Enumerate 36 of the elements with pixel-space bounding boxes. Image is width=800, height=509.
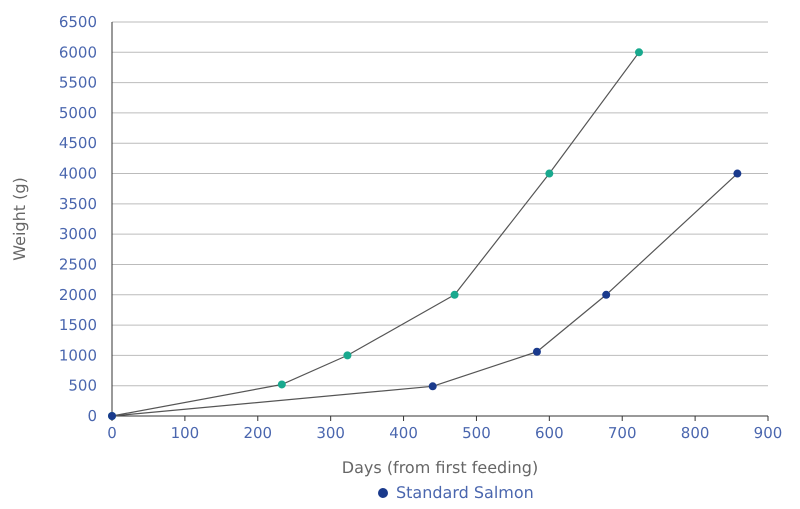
y-tick-label: 5500 <box>58 74 97 92</box>
y-tick-label: 500 <box>68 376 97 395</box>
point <box>278 380 286 388</box>
point <box>545 170 554 178</box>
y-tick-label: 1000 <box>58 346 97 364</box>
y-tick-label: 3500 <box>58 194 97 213</box>
y-tick-label: 2000 <box>58 286 97 304</box>
x-tick-label: 200 <box>243 424 272 442</box>
x-tick-label: 500 <box>462 424 491 442</box>
y-tick-label: 4000 <box>58 164 97 183</box>
x-tick-label: 800 <box>680 424 710 442</box>
y-tick-label: 3000 <box>58 225 97 244</box>
point <box>450 290 459 299</box>
point <box>602 290 610 299</box>
x-tick-label: 100 <box>170 424 200 442</box>
point <box>733 170 742 178</box>
y-tick-label: 2500 <box>58 255 97 274</box>
point <box>634 48 643 56</box>
x-axis-title: Days (from first feeding) <box>342 458 538 477</box>
x-tick-label: 700 <box>608 424 637 442</box>
y-axis-title: Weight (g) <box>10 177 29 261</box>
y-tick-label: 6500 <box>58 13 97 31</box>
legend-label: Standard Salmon <box>396 483 534 502</box>
y-tick-label: 6000 <box>58 43 97 62</box>
x-tick-label: 900 <box>754 424 782 442</box>
x-tick-label: 0 <box>107 424 117 442</box>
y-tick-label: 5000 <box>58 104 97 122</box>
y-tick-label: 0 <box>87 407 97 425</box>
x-tick-label: 300 <box>316 424 345 442</box>
y-tick-label: 4500 <box>58 134 97 152</box>
point <box>532 348 541 356</box>
x-tick-label: 600 <box>535 424 564 442</box>
x-tick-label: 400 <box>389 424 418 442</box>
point <box>343 351 352 360</box>
point <box>428 382 437 390</box>
y-tick-label: 1500 <box>58 316 97 334</box>
